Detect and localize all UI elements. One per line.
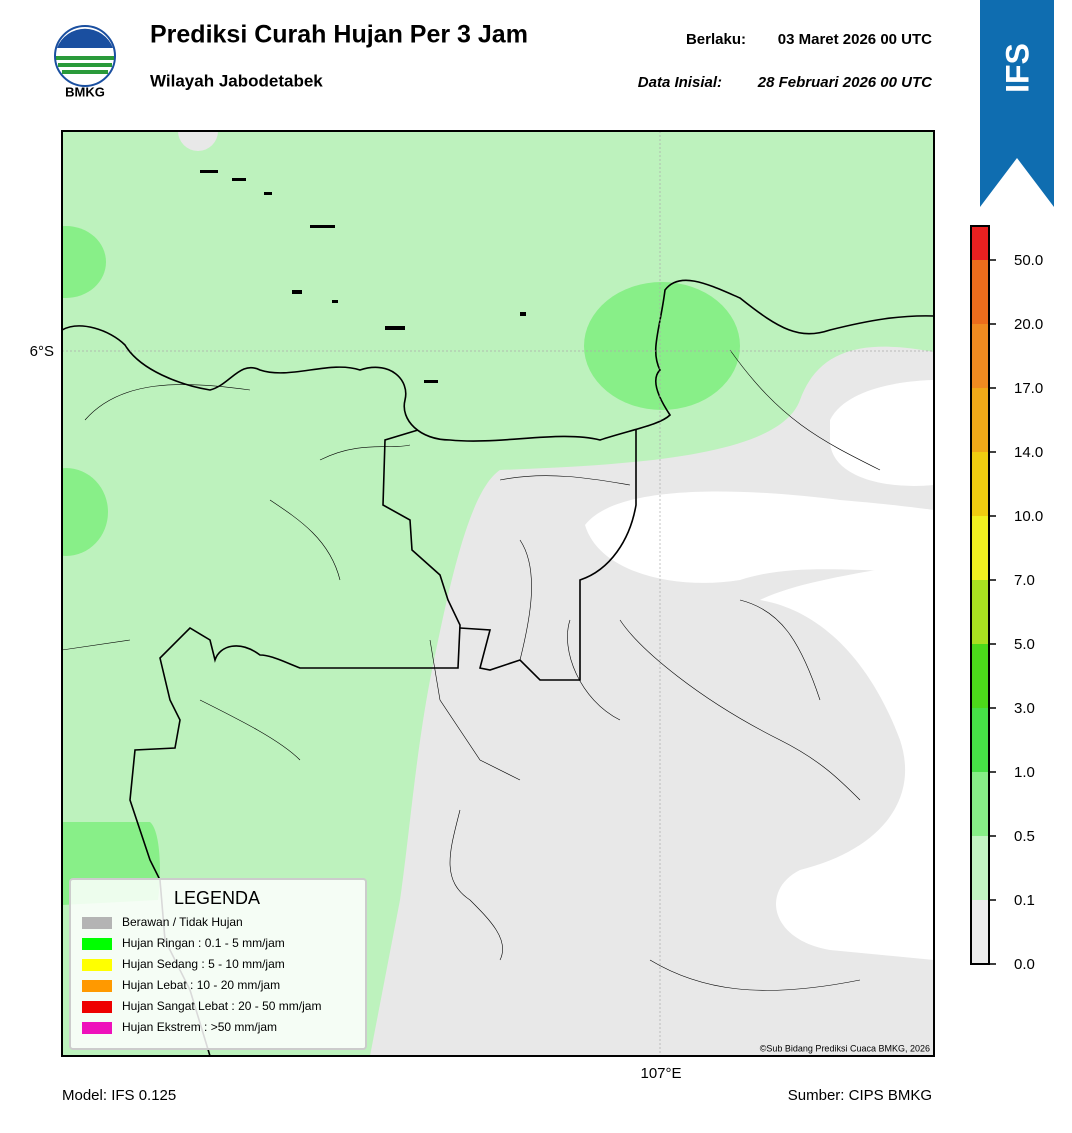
legend-label: Hujan Sangat Lebat : 20 - 50 mm/jam — [122, 999, 321, 1013]
colorbar-segment — [971, 452, 989, 516]
legend: Berawan / Tidak Hujan Hujan Ringan : 0.1 … — [82, 915, 321, 1034]
badge-text: IFS — [999, 43, 1035, 93]
valid-label: Berlaku: — [686, 31, 746, 48]
legend-label: Hujan Ekstrem : >50 mm/jam — [122, 1020, 277, 1034]
badge — [980, 0, 1054, 207]
lat-label: 6°S — [30, 343, 54, 360]
colorbar-tick-label: 0.5 — [1014, 828, 1035, 845]
legend-label: Hujan Ringan : 0.1 - 5 mm/jam — [122, 936, 285, 950]
legend-swatch — [82, 980, 112, 992]
map: ©Sub Bidang Prediksi Cuaca BMKG, 2026 — [62, 131, 934, 1056]
colorbar-tick-label: 1.0 — [1014, 764, 1035, 781]
logo: BMKG — [54, 25, 116, 99]
credit: ©Sub Bidang Prediksi Cuaca BMKG, 2026 — [760, 1043, 930, 1053]
valid-value: 03 Maret 2026 00 UTC — [778, 31, 932, 48]
legend-box — [69, 878, 367, 1050]
colorbar-segment — [971, 772, 989, 836]
init-label: Data Inisial: — [638, 74, 722, 91]
colorbar-tick-label: 20.0 — [1014, 316, 1043, 333]
legend-label: Berawan / Tidak Hujan — [122, 915, 243, 929]
legend-swatch — [82, 917, 112, 929]
title: Prediksi Curah Hujan Per 3 Jam — [150, 21, 528, 49]
model: Model: IFS 0.125 — [62, 1087, 176, 1104]
colorbar: 0.0 0.1 0.5 1.0 3.0 5.0 7.0 10.0 14.0 17.0 20.0 50.… — [970, 225, 1043, 973]
colorbar-segment — [971, 900, 989, 964]
colorbar-tick-label: 10.0 — [1014, 508, 1043, 525]
colorbar-segment — [971, 836, 989, 900]
colorbar-tick-label: 5.0 — [1014, 636, 1035, 653]
subtitle: Wilayah Jabodetabek — [150, 71, 323, 90]
colorbar-tick-label: 7.0 — [1014, 572, 1035, 589]
lon-label: 107°E — [640, 1065, 681, 1082]
init-value: 28 Februari 2026 00 UTC — [757, 74, 933, 91]
legend-swatch — [82, 1022, 112, 1034]
logo-text: BMKG — [65, 84, 105, 99]
colorbar-segment — [971, 644, 989, 708]
legend-swatch — [82, 1001, 112, 1013]
map-frame — [61, 130, 935, 1057]
legend-label: Hujan Sedang : 5 - 10 mm/jam — [122, 957, 285, 971]
colorbar-tick-label: 17.0 — [1014, 380, 1043, 397]
legend-swatch — [82, 938, 112, 950]
legend-swatch — [82, 959, 112, 971]
colorbar-segment — [971, 708, 989, 772]
colorbar-segment — [971, 260, 989, 324]
colorbar-segment — [971, 516, 989, 580]
colorbar-tick-label: 0.1 — [1014, 892, 1035, 909]
colorbar-frame — [970, 225, 990, 965]
legend-title: LEGENDA — [174, 888, 260, 908]
colorbar-segment — [971, 324, 989, 388]
colorbar-tick-label: 3.0 — [1014, 700, 1035, 717]
colorbar-tick-label: 50.0 — [1014, 252, 1043, 269]
source: Sumber: CIPS BMKG — [788, 1087, 932, 1104]
colorbar-segment — [971, 580, 989, 644]
legend-label: Hujan Lebat : 10 - 20 mm/jam — [122, 978, 280, 992]
colorbar-tick-label: 0.0 — [1014, 956, 1035, 973]
colorbar-tick-label: 14.0 — [1014, 444, 1043, 461]
colorbar-segment — [971, 388, 989, 452]
colorbar-segment — [971, 226, 989, 260]
